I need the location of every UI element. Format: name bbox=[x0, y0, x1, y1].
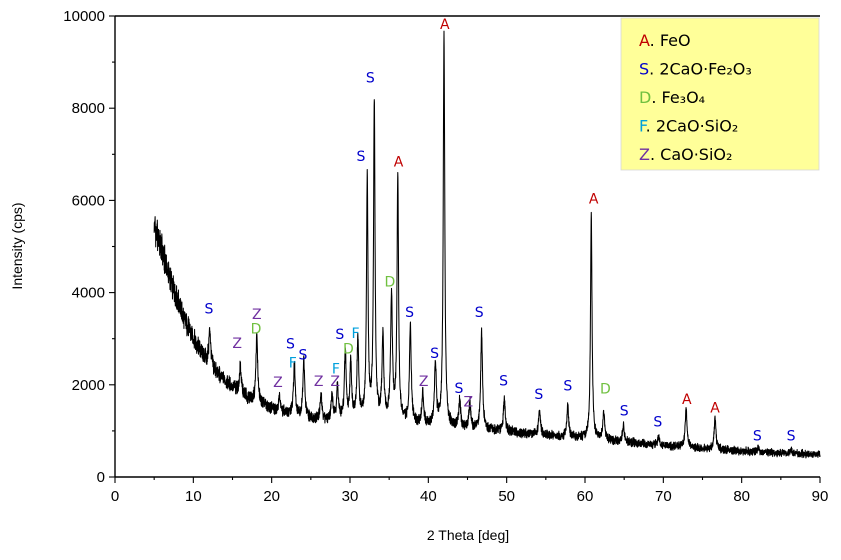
peak-label-s: S bbox=[299, 347, 308, 363]
axis-layer: 0 10 20 30 40 50 60 70 80 90 0 2000 4000 6000 8000 1000… bbox=[63, 8, 828, 505]
peak-label-d: D bbox=[343, 341, 354, 357]
peak-label-f: F bbox=[289, 356, 297, 372]
legend-text: . CaO·SiO₂ bbox=[650, 145, 732, 164]
peak-label-a: A bbox=[589, 192, 599, 208]
legend-text: . 2CaO·SiO₂ bbox=[646, 117, 739, 136]
peak-label-d: D bbox=[385, 275, 396, 291]
peak-label-s: S bbox=[357, 149, 366, 165]
peak-label-s: S bbox=[205, 301, 214, 317]
legend-entry-z: Z. CaO·SiO₂ bbox=[639, 145, 732, 164]
x-tick-label: 70 bbox=[655, 488, 672, 505]
peak-label-s: S bbox=[454, 381, 463, 397]
peak-label-s: S bbox=[405, 305, 414, 321]
peak-label-a: A bbox=[710, 400, 720, 416]
peak-label-d: D bbox=[600, 382, 611, 398]
peak-label-a: A bbox=[394, 154, 404, 170]
y-tick-label: 0 bbox=[97, 469, 105, 486]
legend-text: . Fe₃O₄ bbox=[651, 88, 705, 107]
x-tick-label: 80 bbox=[733, 488, 750, 505]
legend-key: D bbox=[639, 88, 651, 107]
x-tick-label: 40 bbox=[420, 488, 437, 505]
x-tick-label: 20 bbox=[263, 488, 280, 505]
legend-entry-d: D. Fe₃O₄ bbox=[639, 88, 705, 107]
x-tick-label: 10 bbox=[185, 488, 202, 505]
peak-label-s: S bbox=[653, 414, 662, 430]
legend-key: F bbox=[639, 117, 648, 136]
x-tick-label: 50 bbox=[498, 488, 515, 505]
peak-label-z: Z bbox=[273, 375, 283, 391]
x-axis-label: 2 Theta [deg] bbox=[427, 527, 509, 543]
x-tick-label: 30 bbox=[342, 488, 359, 505]
y-tick-label: 4000 bbox=[72, 285, 105, 302]
legend-text: . 2CaO·Fe₂O₃ bbox=[649, 60, 752, 79]
peak-label-z: Z bbox=[463, 394, 473, 410]
peak-label-a: A bbox=[682, 392, 692, 408]
peak-label-z: Z bbox=[330, 374, 340, 390]
peak-label-s: S bbox=[753, 429, 762, 445]
peak-label-d: D bbox=[251, 322, 262, 338]
legend-entry-s: S. 2CaO·Fe₂O₃ bbox=[639, 60, 752, 79]
peak-label-z: Z bbox=[252, 307, 262, 323]
peak-label-s: S bbox=[534, 387, 543, 403]
peak-label-s: S bbox=[563, 378, 572, 394]
legend-text: . FeO bbox=[650, 31, 691, 50]
peak-label-s: S bbox=[366, 70, 375, 86]
peak-label-a: A bbox=[440, 17, 450, 33]
peak-label-f: F bbox=[332, 362, 340, 378]
peak-label-z: Z bbox=[232, 336, 242, 352]
peak-label-s: S bbox=[475, 305, 484, 321]
peak-label-s: S bbox=[787, 429, 796, 445]
peak-label-s: S bbox=[430, 346, 439, 362]
peak-label-f: F bbox=[351, 326, 359, 342]
xrd-trace-line bbox=[153, 30, 821, 459]
y-axis-label: Intensity (cps) bbox=[9, 202, 25, 289]
legend-key: S bbox=[639, 60, 649, 79]
peak-label-s: S bbox=[335, 327, 344, 343]
y-tick-label: 8000 bbox=[72, 100, 105, 117]
x-tick-label: 90 bbox=[812, 488, 829, 505]
y-tick-label: 10000 bbox=[63, 8, 105, 25]
peak-label-s: S bbox=[499, 373, 508, 389]
legend-key: A bbox=[639, 31, 650, 50]
legend-box bbox=[620, 17, 820, 171]
x-tick-label: 0 bbox=[111, 488, 119, 505]
peak-label-z: Z bbox=[314, 374, 324, 390]
trace-layer bbox=[153, 30, 821, 459]
legend-entry-a: A. FeO bbox=[639, 31, 691, 50]
legend-entry-f: F. 2CaO·SiO₂ bbox=[639, 117, 738, 136]
y-tick-label: 6000 bbox=[72, 192, 105, 209]
y-tick-label: 2000 bbox=[72, 377, 105, 394]
peak-label-z: Z bbox=[419, 374, 429, 390]
legend-key: Z bbox=[639, 145, 650, 164]
peak-label-s: S bbox=[286, 336, 295, 352]
peak-label-s: S bbox=[620, 404, 629, 420]
x-tick-label: 60 bbox=[577, 488, 594, 505]
